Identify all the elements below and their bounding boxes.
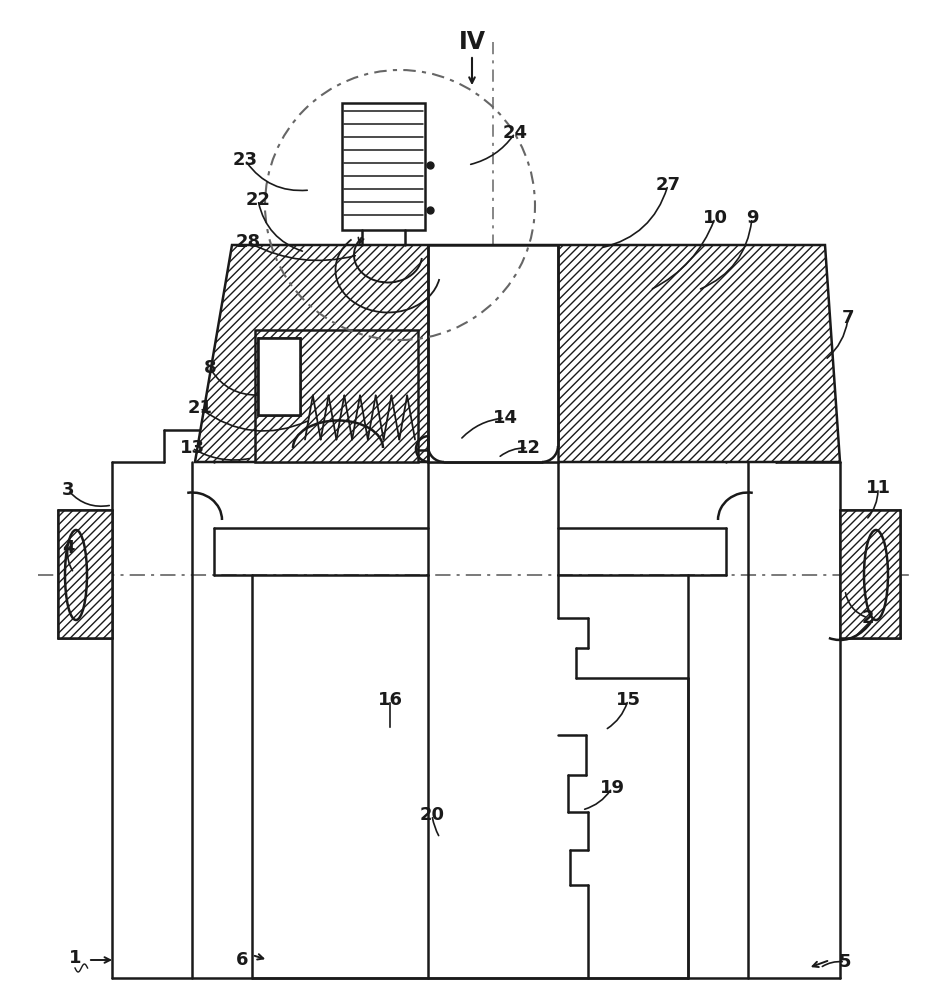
Text: 12: 12: [515, 439, 541, 457]
Text: 9: 9: [746, 209, 758, 227]
Text: 2: 2: [862, 609, 874, 627]
Text: 14: 14: [493, 409, 517, 427]
Polygon shape: [258, 338, 300, 415]
Polygon shape: [255, 330, 418, 462]
Polygon shape: [428, 245, 558, 462]
Text: 21: 21: [188, 399, 212, 417]
Text: IV: IV: [459, 30, 485, 54]
Text: 1: 1: [69, 949, 81, 967]
Text: 5: 5: [839, 953, 851, 971]
Polygon shape: [58, 510, 112, 638]
Text: 15: 15: [615, 691, 640, 709]
Polygon shape: [840, 510, 900, 638]
Text: 7: 7: [842, 309, 854, 327]
Polygon shape: [260, 340, 298, 413]
Polygon shape: [342, 103, 425, 230]
Ellipse shape: [65, 530, 87, 620]
Text: 13: 13: [179, 439, 205, 457]
Text: 27: 27: [655, 176, 681, 194]
Text: 19: 19: [599, 779, 625, 797]
Text: 8: 8: [204, 359, 216, 377]
Text: 10: 10: [702, 209, 728, 227]
Text: 24: 24: [502, 124, 528, 142]
Text: 16: 16: [378, 691, 402, 709]
Text: 3: 3: [61, 481, 75, 499]
Text: 6: 6: [236, 951, 248, 969]
Text: 23: 23: [232, 151, 258, 169]
Text: 28: 28: [235, 233, 261, 251]
Text: 20: 20: [419, 806, 445, 824]
Text: 11: 11: [866, 479, 890, 497]
Polygon shape: [195, 245, 840, 462]
Text: 22: 22: [245, 191, 271, 209]
Text: 4: 4: [61, 539, 75, 557]
Ellipse shape: [864, 530, 888, 620]
